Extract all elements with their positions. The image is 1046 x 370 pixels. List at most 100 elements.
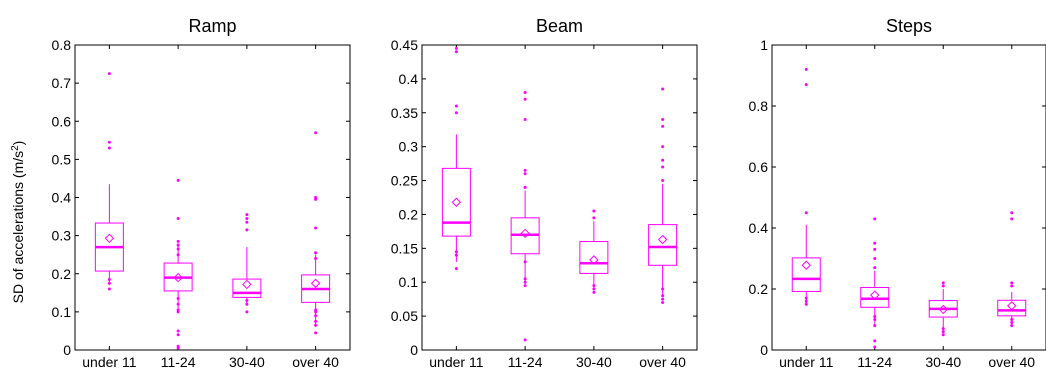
y-tick-label: 0.8 xyxy=(52,37,72,53)
outlier-point xyxy=(661,145,665,149)
iqr-box xyxy=(648,224,678,266)
y-tick-label: 0.2 xyxy=(749,281,769,297)
outlier-point xyxy=(592,284,596,288)
box-beam-2 xyxy=(510,90,540,342)
y-tick-label: 0.3 xyxy=(52,228,72,244)
outlier-point xyxy=(523,90,527,94)
outlier-point xyxy=(454,111,458,115)
outlier-point xyxy=(314,196,318,199)
x-tick-label: under 11 xyxy=(429,354,483,370)
outlier-point xyxy=(314,323,318,327)
x-tick-label: 30-40 xyxy=(576,354,612,370)
outlier-point xyxy=(661,297,665,301)
outlier-point xyxy=(314,257,318,260)
outlier-point xyxy=(1010,281,1014,285)
y-tick-label: 0.45 xyxy=(391,37,418,53)
outlier-point xyxy=(454,250,458,254)
outlier-point xyxy=(454,104,458,108)
outlier-point xyxy=(107,140,111,144)
outlier-point xyxy=(107,277,111,281)
y-tick-label: 0.4 xyxy=(399,71,419,87)
outlier-point xyxy=(804,302,808,306)
outlier-point xyxy=(245,310,249,314)
outlier-point xyxy=(245,228,249,232)
plot-frame xyxy=(771,44,1046,351)
y-tick-label: 0.3 xyxy=(399,139,419,155)
y-tick-label: 0.4 xyxy=(52,190,72,206)
outlier-point xyxy=(454,46,458,50)
box-steps-3 xyxy=(928,281,958,337)
x-tick-label: 30-40 xyxy=(925,354,961,370)
outlier-point xyxy=(107,287,111,291)
x-tick-label: under 11 xyxy=(82,354,136,370)
mean-marker xyxy=(104,233,115,244)
outlier-point xyxy=(523,97,527,101)
outlier-point xyxy=(523,280,527,284)
outlier-point xyxy=(523,118,527,122)
mean-marker xyxy=(938,304,948,315)
mean-marker xyxy=(520,228,530,239)
box-beam-4 xyxy=(648,87,678,305)
outlier-point xyxy=(804,67,808,71)
x-tick-label: over 40 xyxy=(639,354,686,370)
outlier-point xyxy=(454,267,458,271)
outlier-point xyxy=(314,131,318,135)
outlier-point xyxy=(454,50,458,54)
panel-ramp: Ramp 0 0.1 0.2 0.3 0.4 0.5 0.6 0.7 0.8 under 11 11-… xyxy=(52,16,351,370)
outlier-point xyxy=(176,178,180,182)
plot-frame xyxy=(421,44,698,351)
box-beam-3 xyxy=(579,209,609,294)
outlier-point xyxy=(941,333,945,337)
outlier-point xyxy=(1010,211,1014,215)
outlier-point xyxy=(314,319,318,323)
outlier-point xyxy=(661,165,665,169)
box-steps-4 xyxy=(997,211,1027,328)
mean-marker xyxy=(451,197,462,207)
outlier-point xyxy=(245,220,249,224)
outlier-point xyxy=(661,124,665,128)
y-tick-label: 0.15 xyxy=(391,240,418,256)
y-tick-label: 0 xyxy=(410,342,418,358)
iqr-box xyxy=(860,286,890,308)
outlier-point xyxy=(661,118,665,122)
outlier-point xyxy=(873,266,877,270)
outlier-point xyxy=(176,216,180,220)
outlier-point xyxy=(523,185,527,189)
y-tick-label: 0.5 xyxy=(52,151,72,167)
outlier-point xyxy=(107,281,111,285)
y-tick-label: 0 xyxy=(63,342,71,358)
chart-title: Beam xyxy=(536,16,583,36)
outlier-point xyxy=(661,179,665,183)
outlier-point xyxy=(523,284,527,288)
outlier-point xyxy=(107,146,111,150)
outlier-point xyxy=(1010,217,1014,221)
outlier-point xyxy=(176,253,180,257)
outlier-point xyxy=(314,251,318,255)
outlier-point xyxy=(661,294,665,298)
outlier-point xyxy=(592,287,596,291)
outlier-point xyxy=(454,253,458,257)
x-tick-label: 11-24 xyxy=(508,354,543,370)
outlier-point xyxy=(176,344,180,348)
y-axis-label: SD of accelerations (m/s2) xyxy=(10,141,26,304)
outlier-point xyxy=(873,339,877,343)
outlier-point xyxy=(873,241,877,245)
box-ramp-4 xyxy=(301,131,331,335)
outlier-point xyxy=(523,168,527,172)
chart-title: Ramp xyxy=(188,16,236,36)
outlier-point xyxy=(592,216,596,220)
outlier-point xyxy=(245,298,249,302)
mean-marker xyxy=(310,278,321,288)
outlier-point xyxy=(804,83,808,87)
outlier-point xyxy=(804,296,808,300)
y-tick-label: 0.25 xyxy=(391,173,418,189)
y-tick-label: 0.05 xyxy=(391,308,418,324)
y-tick-label: 0.2 xyxy=(399,206,419,222)
outlier-point xyxy=(873,324,877,328)
y-tick-label: 0.8 xyxy=(749,98,769,114)
outlier-point xyxy=(873,318,877,321)
x-tick-label: 11-24 xyxy=(857,354,892,370)
plot-frame xyxy=(74,44,351,351)
outlier-point xyxy=(873,345,877,349)
outlier-point xyxy=(245,213,249,217)
